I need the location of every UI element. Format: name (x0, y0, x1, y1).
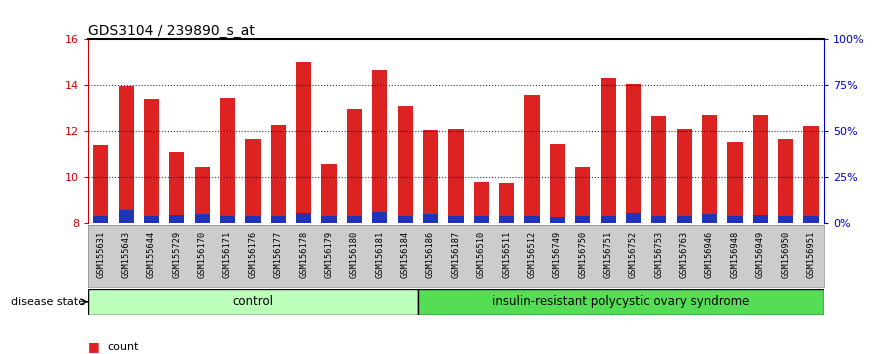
Bar (803, 126, 818, 223)
Text: count: count (107, 342, 139, 352)
Text: GSM156177: GSM156177 (274, 231, 283, 278)
Text: disease state: disease state (11, 297, 85, 307)
Bar (550, 144, 565, 223)
Text: GSM155631: GSM155631 (96, 231, 106, 278)
Bar (778, 216, 793, 223)
Text: insulin-resistant polycystic ovary syndrome: insulin-resistant polycystic ovary syndr… (492, 295, 750, 308)
Bar (220, 216, 235, 223)
Bar (626, 213, 641, 223)
Bar (347, 109, 362, 223)
Text: GDS3104 / 239890_s_at: GDS3104 / 239890_s_at (88, 24, 255, 38)
Text: GSM156751: GSM156751 (603, 231, 612, 278)
Bar (195, 167, 210, 223)
Bar (728, 216, 743, 223)
Bar (550, 217, 565, 223)
Bar (93, 216, 108, 223)
Bar (270, 125, 286, 223)
Bar (119, 210, 134, 223)
Bar (397, 216, 413, 223)
Bar (499, 216, 515, 223)
Bar (418, 289, 824, 315)
Bar (246, 216, 261, 223)
Bar (347, 216, 362, 223)
Bar (474, 182, 489, 223)
Text: GSM156948: GSM156948 (730, 231, 739, 278)
Text: GSM156180: GSM156180 (350, 231, 359, 278)
Bar (626, 84, 641, 223)
Text: GSM156170: GSM156170 (197, 231, 207, 278)
Bar (270, 216, 286, 223)
Text: GSM156171: GSM156171 (223, 231, 232, 278)
Bar (702, 115, 717, 223)
Bar (423, 130, 438, 223)
Bar (448, 129, 463, 223)
Text: ■: ■ (88, 341, 104, 353)
Bar (601, 78, 616, 223)
Bar (651, 216, 666, 223)
Text: GSM156176: GSM156176 (248, 231, 257, 278)
Bar (474, 216, 489, 223)
Bar (322, 164, 337, 223)
Text: GSM155644: GSM155644 (147, 231, 156, 278)
Bar (144, 216, 159, 223)
Bar (88, 289, 418, 315)
Bar (752, 115, 768, 223)
Bar (397, 105, 413, 223)
Bar (296, 62, 311, 223)
Text: GSM156186: GSM156186 (426, 231, 435, 278)
Bar (246, 139, 261, 223)
Bar (601, 216, 616, 223)
Bar (575, 216, 590, 223)
Bar (702, 214, 717, 223)
Bar (803, 216, 818, 223)
Text: GSM156950: GSM156950 (781, 231, 790, 278)
Text: GSM155729: GSM155729 (173, 231, 181, 278)
Text: GSM156750: GSM156750 (578, 231, 588, 278)
Text: GSM156184: GSM156184 (401, 231, 410, 278)
Bar (728, 143, 743, 223)
Text: GSM156763: GSM156763 (680, 231, 689, 278)
Text: GSM155643: GSM155643 (122, 231, 130, 278)
Text: GSM156187: GSM156187 (451, 231, 461, 278)
Text: GSM156178: GSM156178 (300, 231, 308, 278)
Text: GSM156181: GSM156181 (375, 231, 384, 278)
Bar (499, 183, 515, 223)
Text: GSM156749: GSM156749 (553, 231, 562, 278)
Text: GSM156949: GSM156949 (756, 231, 765, 278)
Bar (575, 167, 590, 223)
Bar (448, 216, 463, 223)
Text: GSM156951: GSM156951 (806, 231, 816, 278)
Bar (677, 216, 692, 223)
Text: GSM156752: GSM156752 (629, 231, 638, 278)
Bar (423, 214, 438, 223)
Text: GSM156179: GSM156179 (324, 231, 334, 278)
Text: control: control (233, 295, 273, 308)
Bar (296, 213, 311, 223)
Bar (169, 215, 184, 223)
Bar (195, 214, 210, 223)
Bar (144, 99, 159, 223)
Bar (322, 216, 337, 223)
Bar (524, 216, 540, 223)
Bar (651, 116, 666, 223)
Text: GSM156946: GSM156946 (705, 231, 714, 278)
Bar (220, 98, 235, 223)
Bar (169, 152, 184, 223)
Bar (752, 215, 768, 223)
Bar (372, 70, 388, 223)
Text: GSM156511: GSM156511 (502, 231, 511, 278)
Bar (119, 86, 134, 223)
Text: GSM156512: GSM156512 (528, 231, 537, 278)
Bar (93, 145, 108, 223)
Bar (677, 129, 692, 223)
Bar (524, 95, 540, 223)
Text: GSM156753: GSM156753 (655, 231, 663, 278)
Text: GSM156510: GSM156510 (477, 231, 485, 278)
Bar (778, 139, 793, 223)
Bar (372, 212, 388, 223)
